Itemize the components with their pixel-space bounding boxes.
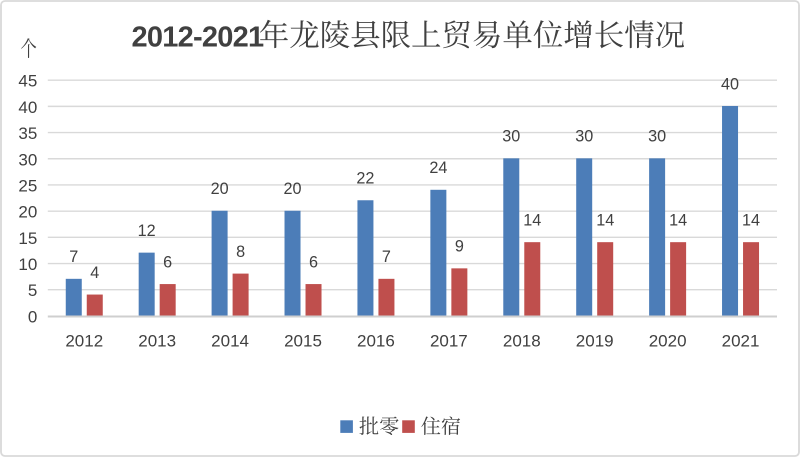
svg-text:12: 12: [138, 222, 156, 240]
svg-text:2016: 2016: [357, 331, 395, 350]
svg-text:30: 30: [575, 128, 593, 146]
svg-text:6: 6: [309, 253, 318, 271]
svg-text:0: 0: [28, 307, 37, 326]
svg-text:2018: 2018: [503, 331, 541, 350]
svg-text:30: 30: [18, 150, 37, 169]
svg-text:2017: 2017: [430, 331, 468, 350]
svg-text:40: 40: [721, 75, 739, 93]
svg-text:6: 6: [163, 253, 172, 271]
svg-text:7: 7: [69, 248, 78, 266]
svg-text:15: 15: [18, 229, 37, 248]
svg-text:2021: 2021: [722, 331, 760, 350]
svg-text:14: 14: [523, 211, 541, 229]
svg-text:4: 4: [90, 264, 99, 282]
svg-text:2015: 2015: [284, 331, 322, 350]
svg-text:45: 45: [18, 72, 37, 91]
svg-text:35: 35: [18, 124, 37, 143]
svg-text:2012: 2012: [65, 331, 103, 350]
svg-text:25: 25: [18, 176, 37, 195]
svg-text:30: 30: [502, 128, 520, 146]
svg-text:2014: 2014: [211, 331, 249, 350]
svg-text:7: 7: [382, 248, 391, 266]
svg-text:24: 24: [429, 159, 447, 177]
svg-text:20: 20: [284, 180, 302, 198]
svg-text:9: 9: [455, 238, 464, 256]
svg-text:2019: 2019: [576, 331, 614, 350]
svg-text:8: 8: [236, 243, 245, 261]
svg-text:30: 30: [648, 128, 666, 146]
svg-text:10: 10: [18, 255, 37, 274]
svg-text:14: 14: [669, 211, 687, 229]
svg-text:2013: 2013: [138, 331, 176, 350]
svg-text:22: 22: [356, 170, 374, 188]
svg-text:2020: 2020: [649, 331, 687, 350]
svg-text:14: 14: [742, 211, 760, 229]
svg-text:40: 40: [18, 98, 37, 117]
svg-text:5: 5: [28, 281, 37, 300]
svg-text:20: 20: [18, 203, 37, 222]
svg-text:14: 14: [596, 211, 614, 229]
svg-text:2012-2021: 2012-2021: [132, 22, 265, 54]
svg-text:20: 20: [211, 180, 229, 198]
